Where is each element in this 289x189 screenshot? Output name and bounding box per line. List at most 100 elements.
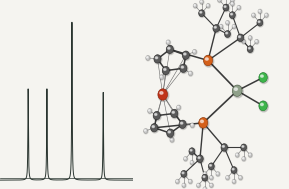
Circle shape xyxy=(192,50,197,54)
Ellipse shape xyxy=(210,165,212,166)
Circle shape xyxy=(184,157,187,161)
Circle shape xyxy=(259,101,267,111)
Circle shape xyxy=(231,0,234,2)
Circle shape xyxy=(219,24,223,29)
Circle shape xyxy=(232,179,236,184)
Ellipse shape xyxy=(232,25,236,29)
Ellipse shape xyxy=(164,68,166,70)
Circle shape xyxy=(258,9,262,13)
Ellipse shape xyxy=(242,146,244,147)
Circle shape xyxy=(232,24,236,29)
Circle shape xyxy=(203,172,207,176)
Ellipse shape xyxy=(203,172,207,177)
Ellipse shape xyxy=(179,120,187,129)
Ellipse shape xyxy=(236,153,239,158)
Ellipse shape xyxy=(259,73,268,84)
Circle shape xyxy=(241,144,247,151)
Ellipse shape xyxy=(258,21,260,22)
Ellipse shape xyxy=(191,124,192,125)
Circle shape xyxy=(144,129,148,133)
Circle shape xyxy=(181,170,187,177)
Ellipse shape xyxy=(151,124,159,133)
Ellipse shape xyxy=(181,66,184,68)
Ellipse shape xyxy=(217,173,218,174)
Ellipse shape xyxy=(193,4,197,8)
Ellipse shape xyxy=(237,6,241,10)
Ellipse shape xyxy=(201,1,202,2)
Circle shape xyxy=(200,0,203,4)
Circle shape xyxy=(202,174,208,181)
Circle shape xyxy=(231,2,234,6)
Circle shape xyxy=(226,21,229,25)
Ellipse shape xyxy=(209,163,215,171)
Ellipse shape xyxy=(225,31,231,38)
Circle shape xyxy=(146,56,150,60)
Ellipse shape xyxy=(168,131,171,133)
Ellipse shape xyxy=(249,36,252,40)
Ellipse shape xyxy=(191,161,192,162)
Ellipse shape xyxy=(204,55,214,67)
Ellipse shape xyxy=(190,123,195,128)
Ellipse shape xyxy=(224,6,226,7)
Ellipse shape xyxy=(160,76,162,77)
Ellipse shape xyxy=(177,106,179,107)
Ellipse shape xyxy=(242,157,246,161)
Circle shape xyxy=(257,19,263,26)
Circle shape xyxy=(203,187,207,189)
Ellipse shape xyxy=(204,173,205,174)
Circle shape xyxy=(162,66,169,75)
Ellipse shape xyxy=(236,154,237,155)
Ellipse shape xyxy=(152,126,154,128)
Ellipse shape xyxy=(231,3,232,4)
Circle shape xyxy=(190,123,194,128)
Ellipse shape xyxy=(252,14,253,15)
Ellipse shape xyxy=(226,32,228,34)
Ellipse shape xyxy=(197,157,201,161)
Circle shape xyxy=(208,163,214,170)
Ellipse shape xyxy=(257,19,264,27)
Ellipse shape xyxy=(184,53,186,55)
Ellipse shape xyxy=(171,139,172,140)
Ellipse shape xyxy=(144,130,146,131)
Ellipse shape xyxy=(177,105,181,110)
Ellipse shape xyxy=(154,55,162,64)
Circle shape xyxy=(242,40,245,44)
Circle shape xyxy=(223,4,229,11)
Ellipse shape xyxy=(255,40,257,41)
Circle shape xyxy=(231,167,237,174)
Ellipse shape xyxy=(226,176,230,180)
Ellipse shape xyxy=(172,111,174,113)
Circle shape xyxy=(148,109,152,113)
Ellipse shape xyxy=(201,120,203,122)
Ellipse shape xyxy=(200,0,204,5)
Ellipse shape xyxy=(200,12,202,13)
Ellipse shape xyxy=(167,129,175,138)
Circle shape xyxy=(190,160,194,165)
Ellipse shape xyxy=(181,171,188,178)
Ellipse shape xyxy=(259,10,260,11)
Ellipse shape xyxy=(233,180,234,181)
Ellipse shape xyxy=(144,129,148,134)
Ellipse shape xyxy=(197,184,199,185)
Ellipse shape xyxy=(158,89,169,102)
Ellipse shape xyxy=(197,155,204,163)
Ellipse shape xyxy=(202,174,208,182)
Ellipse shape xyxy=(160,75,164,80)
Circle shape xyxy=(239,176,242,180)
Circle shape xyxy=(158,89,168,100)
Circle shape xyxy=(197,183,200,187)
Circle shape xyxy=(247,46,253,53)
Ellipse shape xyxy=(203,176,205,177)
Circle shape xyxy=(182,51,189,59)
Ellipse shape xyxy=(255,40,259,44)
Ellipse shape xyxy=(210,184,211,185)
Ellipse shape xyxy=(193,51,194,52)
Ellipse shape xyxy=(210,176,214,180)
Ellipse shape xyxy=(231,167,238,174)
Ellipse shape xyxy=(189,72,190,73)
Circle shape xyxy=(167,129,174,137)
Ellipse shape xyxy=(189,180,190,181)
Circle shape xyxy=(160,75,164,79)
Circle shape xyxy=(210,176,213,180)
Circle shape xyxy=(255,40,258,44)
